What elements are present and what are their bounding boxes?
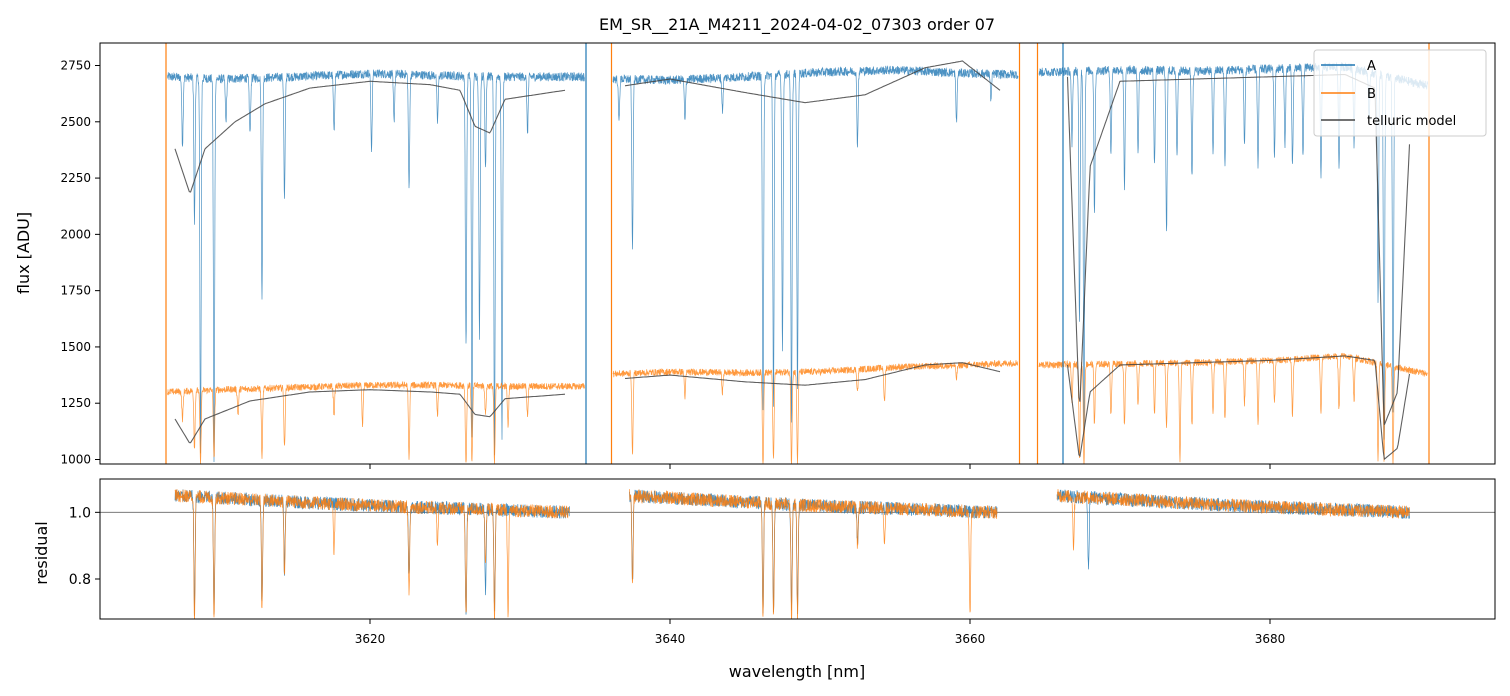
x-axis-label: wavelength [nm]	[729, 662, 866, 681]
residual-y-tick-label: 1.0	[69, 505, 91, 521]
flux-y-tick-label: 1000	[60, 452, 91, 466]
flux-panel: 1000 1250 1500 1750 2000 2250 2500 2750 flux [A…	[14, 42, 1496, 469]
flux-y-tick-label: 2500	[60, 115, 91, 129]
series-b-segment	[612, 360, 1019, 464]
residual-series-b-segment	[174, 489, 570, 619]
legend-label-a: A	[1367, 59, 1376, 74]
series-b-segment	[167, 380, 585, 464]
flux-axes-frame	[99, 42, 1496, 465]
residual-series-b-segment	[1056, 489, 1410, 551]
flux-y-tick-label: 1750	[60, 284, 91, 298]
flux-y-tick-label: 1250	[60, 396, 91, 410]
telluric-model-line	[1066, 355, 1411, 461]
series-b-segment	[1038, 352, 1428, 464]
series-a-segment	[612, 65, 1019, 423]
telluric-model-line	[624, 60, 1001, 104]
legend-label-b: B	[1367, 87, 1376, 102]
telluric-model-line	[174, 80, 566, 193]
residual-series-b-segment	[629, 489, 998, 619]
x-tick-label: 3680	[1255, 632, 1286, 646]
legend-label-telluric: telluric model	[1367, 114, 1456, 129]
series-a-segment	[167, 69, 585, 463]
legend: A B telluric model	[1313, 49, 1487, 137]
flux-y-axis-label: flux [ADU]	[14, 212, 33, 294]
legend-box	[1313, 49, 1487, 137]
residual-y-tick-label: 0.8	[69, 572, 91, 588]
x-tick-label: 3640	[655, 632, 686, 646]
flux-y-tick-label: 2250	[60, 171, 91, 185]
telluric-model-line	[625, 362, 1001, 386]
figure-title: EM_SR__21A_M4211_2024-04-02_07303 order …	[599, 15, 995, 35]
telluric-model-line	[174, 389, 566, 444]
residual-plot-area	[100, 489, 1495, 619]
flux-y-tick-label: 1500	[60, 340, 91, 354]
residual-panel: 0.8 1.0 3620 3640 3660 3680 residual waveleng…	[32, 478, 1496, 681]
flux-plot-area	[165, 43, 1430, 464]
flux-y-tick-label: 2750	[60, 59, 91, 73]
flux-y-tick-label: 2000	[60, 227, 91, 241]
x-tick-label: 3660	[955, 632, 986, 646]
residual-y-axis-label: residual	[32, 521, 51, 584]
residual-axes-frame	[99, 478, 1496, 620]
flux-axis-ticks: 1000 1250 1500 1750 2000 2250 2500 2750	[60, 59, 1271, 469]
residual-axis-ticks: 0.8 1.0 3620 3640 3660 3680	[69, 505, 1286, 646]
x-tick-label: 3620	[355, 632, 386, 646]
